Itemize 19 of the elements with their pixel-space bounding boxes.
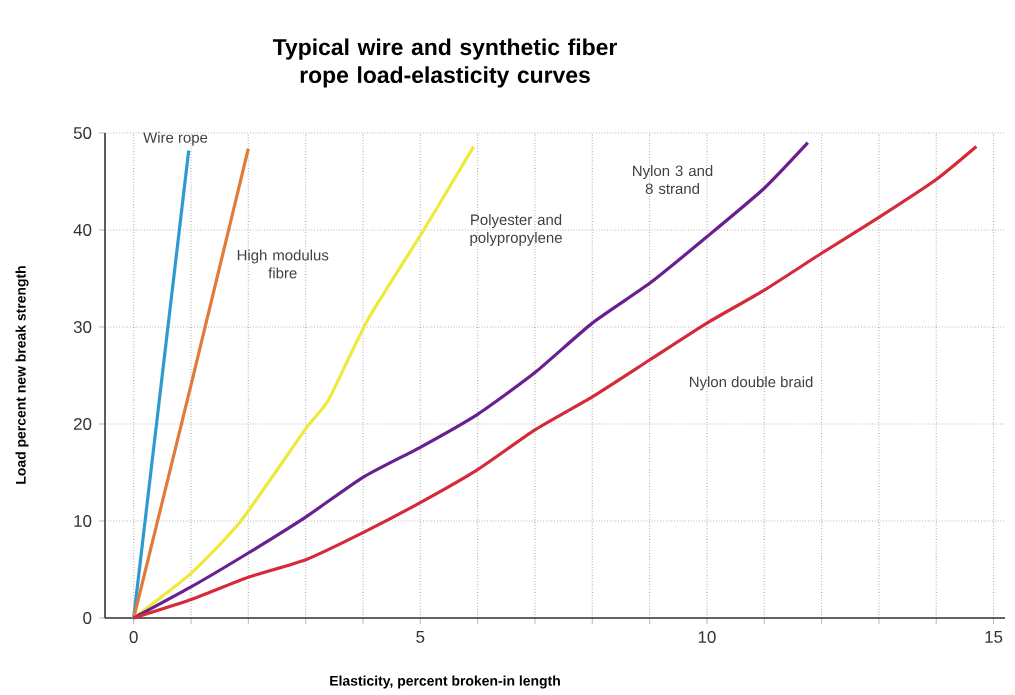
y-axis-title: Load percent new break strength — [15, 266, 29, 484]
x-tick-label: 5 — [416, 631, 425, 643]
text: Polyester and polypropylene — [470, 214, 562, 246]
text: Nylon double braid — [689, 376, 813, 391]
y-tick-label: 30 — [73, 321, 92, 333]
line-series — [132, 144, 978, 620]
y-tick-label: 50 — [73, 127, 92, 139]
series-label: Nylon 3 and 8 strand — [633, 165, 713, 195]
y-tick-label: 0 — [83, 612, 92, 624]
x-tick-label: 10 — [698, 631, 716, 644]
y-tick-label: 20 — [73, 418, 92, 430]
x-tick-label: 0 — [129, 631, 138, 644]
x-axis-title: Elasticity, percent broken-in length — [330, 675, 560, 689]
series-label: Wire rope — [143, 131, 208, 146]
y-tick-label: 40 — [73, 224, 92, 236]
x-tick-label: 15 — [985, 631, 1003, 643]
y-tick-label: 10 — [74, 515, 92, 527]
chart-title: Typical wire and synthetic fiber rope load-elasticity curves — [272, 38, 617, 88]
series-label: High modulus fibre — [237, 249, 329, 279]
